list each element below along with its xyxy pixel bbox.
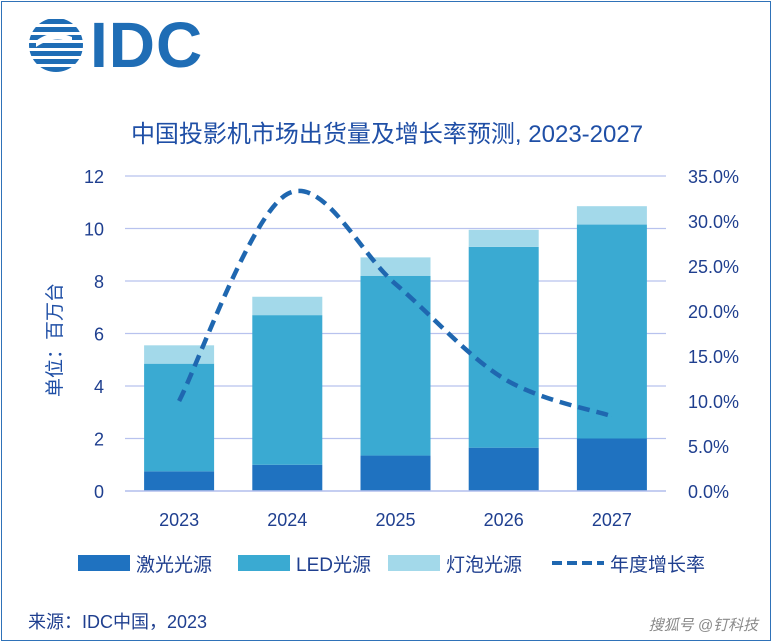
legend-label-lamp: 灯泡光源 [446, 554, 523, 576]
y-tick-label: 2 [94, 430, 104, 450]
source-note: 来源：IDC中国，2023 [28, 612, 208, 632]
chart-title: 中国投影机市场出货量及增长率预测, 2023-2027 [130, 121, 644, 148]
idc-logo: IDC [28, 10, 218, 80]
legend-item-growth: 年度增长率 [552, 548, 705, 578]
bar-lamp [576, 206, 647, 225]
x-tick-label: 2023 [159, 510, 199, 530]
y2-tick-label: 25.0% [688, 257, 739, 277]
bar-laser [252, 464, 323, 491]
y2-tick-label: 35.0% [688, 167, 739, 187]
y2-tick-label: 10.0% [688, 392, 739, 412]
y-tick-label: 0 [94, 482, 104, 502]
globe-icon [29, 19, 83, 72]
legend: 激光光源 LED光源 灯泡光源 年度增长率 [0, 548, 774, 578]
y-tick-label: 6 [94, 325, 104, 345]
legend-swatch-lamp [388, 555, 440, 571]
y2-tick-label: 20.0% [688, 302, 739, 322]
y-tick-label: 8 [94, 272, 104, 292]
x-tick-label: 2024 [267, 510, 307, 530]
bar-led [468, 246, 539, 448]
y-tick-label: 10 [84, 220, 104, 240]
x-tick-label: 2027 [592, 510, 632, 530]
growth-rate-line [177, 188, 613, 419]
logo-text: IDC [90, 9, 204, 81]
chart-plot: 0 2 4 6 8 10 12 0.0% 5.0% 10.0% 15.0% 20.0% 25.0% 30.… [84, 167, 739, 530]
y2-tick-label: 15.0% [688, 347, 739, 367]
legend-item-led: LED光源 [238, 548, 371, 578]
y2-tick-label: 5.0% [688, 437, 729, 457]
legend-label-led: LED光源 [296, 554, 371, 576]
legend-item-laser: 激光光源 [78, 548, 212, 578]
legend-swatch-growth [552, 555, 604, 571]
legend-swatch-led [238, 555, 290, 571]
bar-laser [468, 447, 539, 491]
legend-swatch-laser [78, 555, 130, 571]
bar-led [360, 275, 431, 456]
x-tick-label: 2025 [375, 510, 415, 530]
x-tick-label: 2026 [484, 510, 524, 530]
y2-tick-label: 0.0% [688, 482, 729, 502]
bar-laser [576, 438, 647, 491]
legend-label-growth: 年度增长率 [610, 554, 706, 576]
legend-item-lamp: 灯泡光源 [388, 548, 522, 578]
y-tick-label: 4 [94, 377, 104, 397]
y-tick-label: 12 [84, 167, 104, 187]
bar-led [144, 363, 215, 472]
bar-laser [360, 455, 431, 491]
bar-laser [144, 471, 215, 491]
bar-led [252, 315, 323, 465]
legend-label-laser: 激光光源 [136, 554, 213, 576]
bar-led [576, 224, 647, 439]
bar-lamp [360, 257, 431, 276]
y2-tick-label: 30.0% [688, 212, 739, 232]
watermark: 搜狐号 @钉科技 [648, 617, 758, 634]
bar-lamp [252, 296, 323, 316]
bar-lamp [468, 229, 539, 247]
